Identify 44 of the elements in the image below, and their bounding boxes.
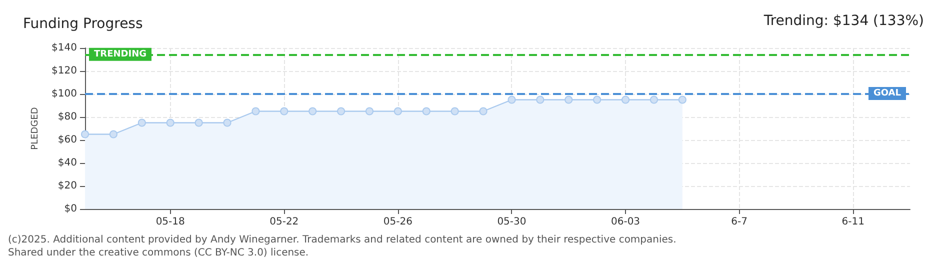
point: [223, 118, 232, 127]
y-tick-label: $140: [52, 42, 77, 54]
x-tick-label: 6-7: [731, 216, 748, 228]
point: [138, 118, 146, 127]
point: [280, 107, 288, 116]
y-axis-title: PLEDGED: [30, 107, 40, 150]
x-tick-label: 05-30: [497, 216, 526, 228]
point: [308, 107, 317, 116]
ref-line-label: TRENDING: [94, 49, 146, 60]
point: [593, 96, 602, 104]
x-tick-label: 05-22: [270, 216, 299, 228]
x-tick-label: 6-11: [842, 216, 864, 228]
point: [194, 118, 203, 127]
point: [536, 96, 544, 104]
point: [622, 96, 630, 104]
point: [450, 107, 459, 116]
ref-line-label: GOAL: [874, 88, 902, 98]
point: [394, 107, 402, 116]
text: Trending: $134 (133%): [762, 13, 924, 29]
y-tick-label: $80: [58, 112, 77, 122]
point: [650, 96, 658, 104]
y-tick-label: $120: [52, 66, 77, 76]
point: [365, 107, 374, 116]
y-tick-label: $0: [64, 204, 77, 214]
point: [678, 96, 686, 104]
text: Shared under the creative commons (CC BY-NC 3.0) license.: [8, 248, 309, 258]
point: [252, 107, 260, 116]
x-tick-label: 05-26: [383, 216, 412, 228]
chart-title: Funding Progress: [23, 16, 143, 32]
point: [109, 130, 118, 138]
point: [81, 130, 89, 138]
y-tick-label: $60: [58, 134, 77, 146]
point: [564, 96, 573, 104]
point: [422, 107, 430, 116]
x-tick-label: 05-18: [156, 216, 185, 228]
y-tick-label: $100: [52, 88, 77, 100]
point: [508, 96, 516, 104]
y-tick-label: $40: [58, 158, 77, 168]
point: [166, 118, 174, 127]
y-tick-label: $20: [58, 180, 77, 192]
point: [337, 107, 346, 116]
x-tick-label: 06-03: [610, 216, 640, 228]
text: (c)2025. Additional content provided by Andy Winegarner. Trademarks and related content are owned by their respective companies.: [8, 234, 676, 246]
point: [479, 107, 488, 116]
